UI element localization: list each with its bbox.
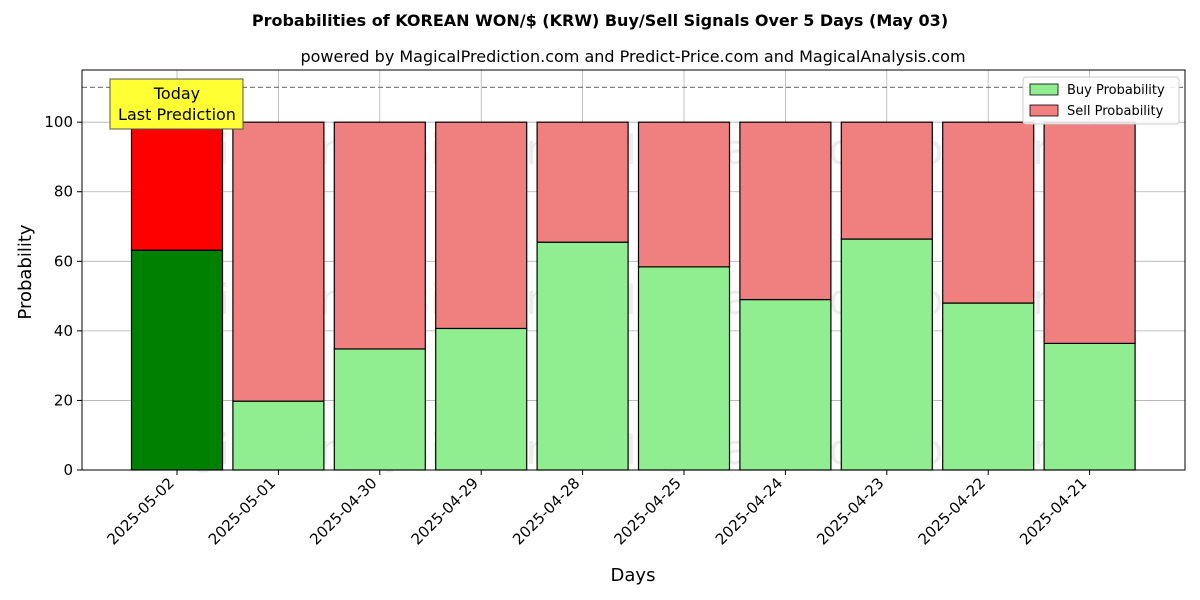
x-tick-label: 2025-04-30 bbox=[306, 474, 380, 548]
x-tick-label: 2025-04-25 bbox=[610, 474, 684, 548]
chart-subtitle: powered by MagicalPrediction.com and Pre… bbox=[300, 47, 965, 66]
legend-label: Buy Probability bbox=[1067, 83, 1165, 98]
bar-sell bbox=[942, 121, 1035, 304]
y-axis-label: Probability bbox=[15, 224, 36, 319]
bar-sell bbox=[1043, 121, 1136, 344]
x-tick-label: 2025-04-22 bbox=[915, 474, 989, 548]
bar-sell bbox=[840, 121, 933, 240]
bar-sell bbox=[333, 121, 426, 350]
y-tick-label: 80 bbox=[54, 183, 73, 201]
x-tick-label: 2025-04-28 bbox=[509, 474, 583, 548]
axes bbox=[81, 69, 1186, 471]
x-ticks: 2025-05-02 2025-05-01 2025-04-30 2025-04-29… bbox=[103, 470, 1090, 548]
bar-sell bbox=[232, 121, 325, 402]
bar-sell bbox=[435, 121, 528, 330]
bar-buy bbox=[840, 238, 933, 471]
y-tick-label: 20 bbox=[54, 391, 73, 409]
annotation-line: Today bbox=[153, 84, 200, 103]
bars bbox=[130, 121, 1136, 471]
annotation-line: Last Prediction bbox=[118, 105, 236, 124]
bar-buy bbox=[435, 327, 528, 471]
x-tick-label: 2025-05-02 bbox=[103, 474, 177, 548]
today-annotation: Today Last Prediction bbox=[109, 78, 244, 130]
bar-buy bbox=[536, 241, 629, 471]
y-tick-label: 40 bbox=[54, 322, 73, 340]
chart-title: Probabilities of KOREAN WON/$ (KRW) Buy/… bbox=[252, 11, 948, 30]
bar-buy bbox=[942, 302, 1035, 471]
bar-buy bbox=[333, 348, 426, 471]
legend-label: Sell Probability bbox=[1067, 104, 1164, 119]
y-tick-label: 60 bbox=[54, 252, 73, 270]
bar-buy bbox=[637, 266, 731, 471]
x-tick-label: 2025-04-21 bbox=[1016, 474, 1090, 548]
bar-sell bbox=[536, 121, 629, 243]
bar-buy bbox=[232, 400, 325, 471]
bar-buy bbox=[1043, 342, 1136, 471]
legend: Buy Probability Sell Probability bbox=[1022, 76, 1180, 125]
plot-frame bbox=[81, 69, 1186, 471]
y-tick-label: 100 bbox=[44, 113, 73, 131]
legend-box bbox=[1022, 76, 1180, 125]
bar-sell bbox=[739, 121, 832, 301]
x-tick-label: 2025-04-24 bbox=[712, 474, 786, 548]
legend-swatch bbox=[1029, 83, 1059, 96]
bar-sell bbox=[637, 121, 731, 268]
legend-swatch bbox=[1029, 104, 1059, 117]
annotation-box bbox=[109, 78, 244, 130]
y-ticks: 0 20 40 60 80 100 bbox=[44, 113, 82, 479]
x-axis-label: Days bbox=[611, 565, 656, 586]
y-tick-label: 0 bbox=[63, 461, 73, 479]
x-tick-label: 2025-04-23 bbox=[813, 474, 887, 548]
bar-buy bbox=[130, 249, 224, 471]
bar-buy bbox=[739, 298, 832, 471]
x-tick-label: 2025-04-29 bbox=[408, 474, 482, 548]
bar-sell bbox=[130, 121, 224, 251]
x-tick-label: 2025-05-01 bbox=[205, 474, 279, 548]
